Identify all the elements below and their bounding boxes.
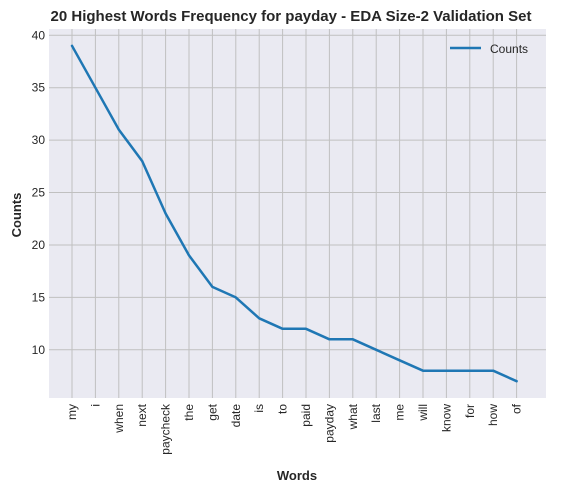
x-tick-label-of: of: [510, 403, 524, 414]
x-tick-label-me: me: [393, 404, 407, 421]
y-tick-label-20: 20: [32, 238, 46, 252]
legend: Counts: [450, 42, 528, 56]
x-tick-label-how: how: [486, 404, 500, 426]
x-gridlines: [71, 29, 518, 398]
x-tick-label-for: for: [463, 404, 477, 418]
legend-label-counts: Counts: [490, 42, 528, 56]
x-tick-label-my: my: [65, 404, 79, 420]
y-tick-label-35: 35: [32, 81, 46, 95]
y-tick-label-10: 10: [32, 343, 46, 357]
x-tick-label-what: what: [346, 403, 360, 430]
chart-title: 20 Highest Words Frequency for payday - …: [51, 8, 532, 25]
plot-area: [49, 29, 546, 398]
x-tick-label-will: will: [416, 404, 430, 422]
x-tick-label-last: last: [369, 403, 383, 422]
series-line-0: [70, 44, 518, 383]
y-gridlines: [49, 34, 546, 351]
y-tick-label-25: 25: [32, 186, 46, 200]
x-tick-label-is: is: [252, 404, 266, 413]
x-tick-label-paid: paid: [299, 404, 313, 427]
x-tick-label-get: get: [205, 403, 219, 420]
x-tick-label-when: when: [112, 404, 126, 434]
y-tick-labels: 10 15 20 25 30 35 40: [32, 28, 46, 356]
x-axis-label: Words: [277, 468, 317, 483]
y-tick-label-15: 15: [32, 290, 46, 304]
x-tick-label-know: know: [439, 404, 453, 432]
x-tick-label-next: next: [135, 403, 149, 426]
x-tick-label-i: i: [88, 404, 102, 407]
y-axis-label: Counts: [9, 193, 24, 238]
x-tick-labels: my i when next paycheck the get date is to paid pay…: [65, 403, 524, 455]
x-tick-label-to: to: [276, 404, 290, 414]
series-layer: [70, 44, 518, 383]
x-tick-label-the: the: [182, 404, 196, 421]
y-tick-label-30: 30: [32, 133, 46, 147]
x-tick-label-date: date: [229, 404, 243, 428]
y-tick-label-40: 40: [32, 28, 46, 42]
x-tick-label-payday: payday: [322, 404, 336, 443]
x-tick-label-paycheck: paycheck: [159, 403, 173, 455]
